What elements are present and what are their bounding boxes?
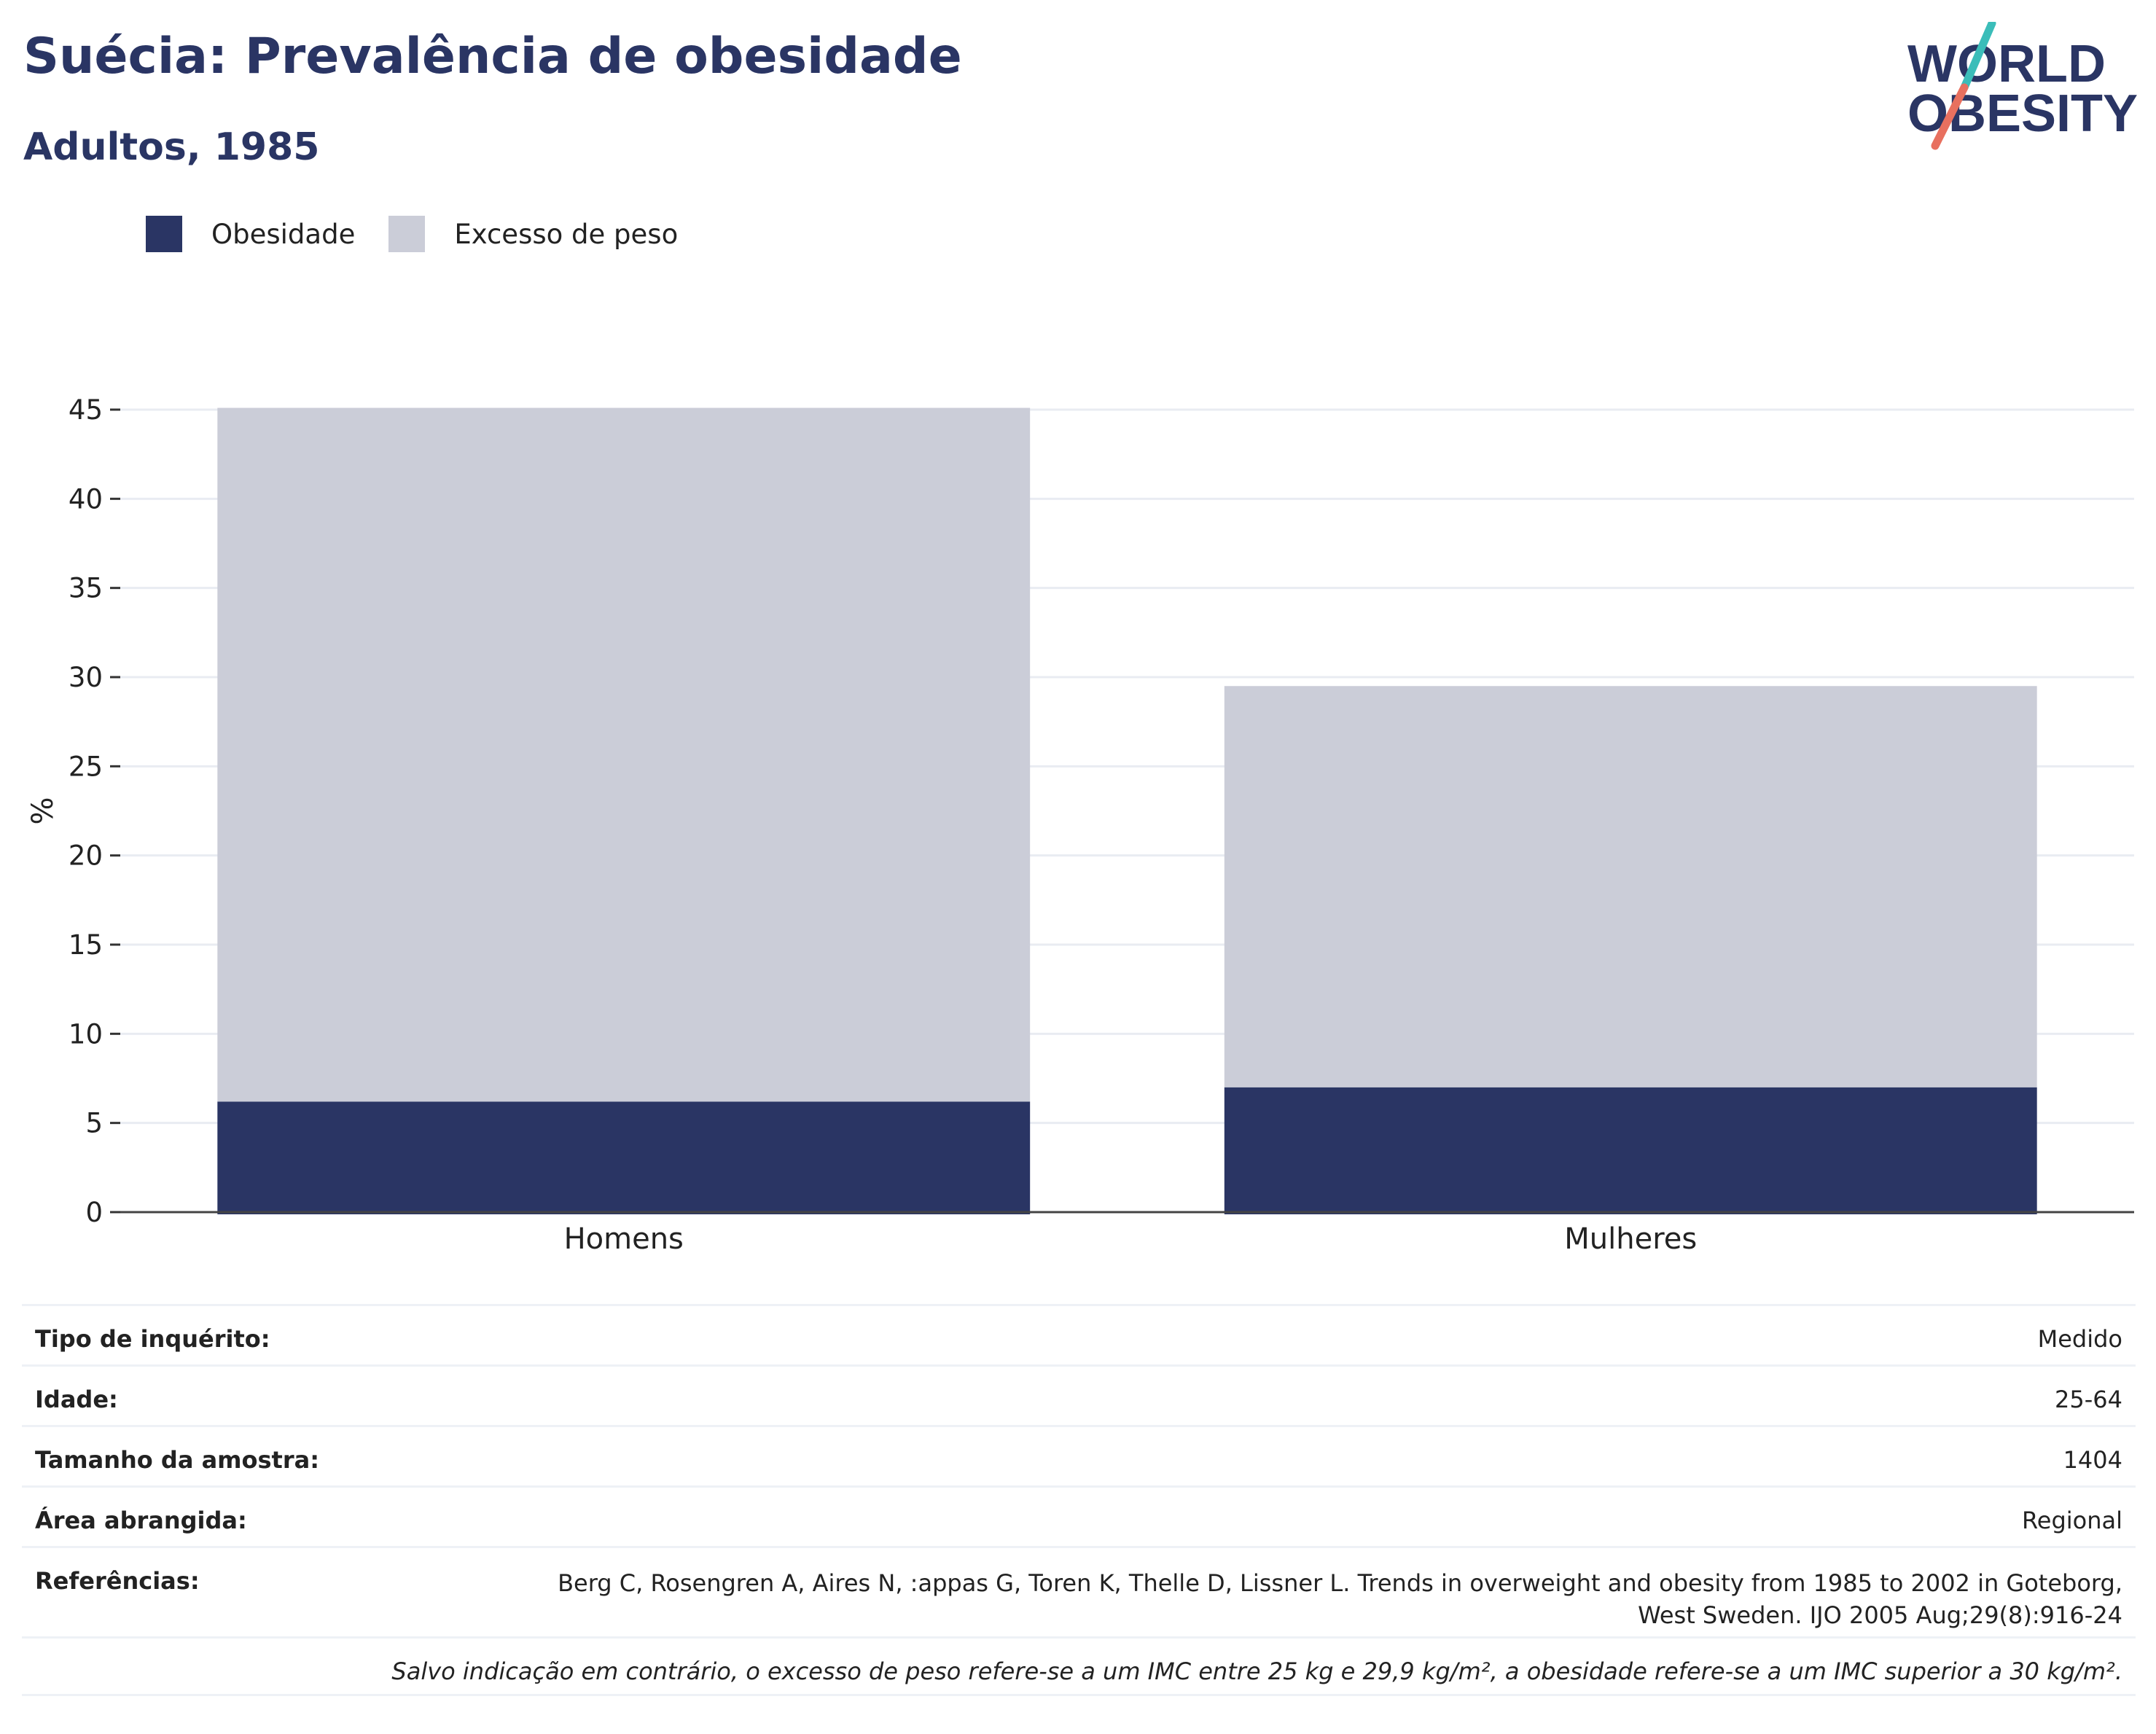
y-tick-label: 30 (69, 662, 103, 693)
info-value: Regional (2021, 1507, 2122, 1534)
stacked-bar-chart: 0 5 10 15 20 25 30 35 40 45 Homens Mulheres% (26, 394, 2134, 1256)
info-value-reference: Berg C, Rosengren A, Aires N, :appas G, … (558, 1569, 2122, 1629)
info-key: Tamanho da amostra: (35, 1446, 319, 1474)
bar-obesidade-mulheres (1224, 1087, 2037, 1214)
y-tick-label: 10 (69, 1018, 103, 1050)
y-tick-label: 40 (69, 483, 103, 515)
info-row-area: Área abrangida: Regional (22, 1485, 2136, 1546)
legend-swatch-obesidade (146, 216, 182, 252)
info-key: Tipo de inquérito: (35, 1325, 270, 1353)
info-row-references: Referências: Berg C, Rosengren A, Aires … (22, 1546, 2136, 1636)
legend-label-obesidade: Obesidade (211, 218, 356, 250)
y-tick-label: 20 (69, 840, 103, 872)
y-tick-label: 35 (69, 573, 103, 604)
info-key: Área abrangida: (35, 1507, 247, 1534)
logo-slash-red (1931, 83, 1969, 150)
logo-line1: WORLD (1907, 35, 2106, 93)
y-tick-label: 45 (69, 394, 103, 426)
bar-obesidade-homens (217, 1101, 1031, 1214)
y-tick-label: 25 (69, 751, 103, 782)
y-tick-label: 0 (85, 1197, 103, 1228)
legend: Obesidade Excesso de peso (146, 216, 711, 252)
bar-excesso-de-peso-homens (217, 407, 1031, 1102)
legend-item-obesidade[interactable]: Obesidade (146, 216, 355, 252)
world-obesity-logo: WORLD OBESITY (1907, 22, 2138, 150)
definition-note: Salvo indicação em contrário, o excesso … (22, 1636, 2136, 1696)
chart-title: Suécia: Prevalência de obesidade (23, 28, 962, 85)
info-row-sample-size: Tamanho da amostra: 1404 (22, 1425, 2136, 1485)
info-key: Idade: (35, 1386, 118, 1413)
legend-swatch-excesso-de-peso (388, 216, 426, 252)
info-row-survey-type: Tipo de inquérito: Medido (22, 1304, 2136, 1364)
survey-info-table: Tipo de inquérito: Medido Idade: 25-64 T… (22, 1304, 2136, 1696)
y-tick-label: 5 (85, 1108, 103, 1139)
logo-slash-teal (1960, 22, 1996, 92)
y-tick-label: 15 (69, 929, 103, 961)
bar-excesso-de-peso-mulheres (1224, 686, 2037, 1087)
info-row-age: Idade: 25-64 (22, 1364, 2136, 1425)
x-tick-label: Mulheres (1564, 1222, 1697, 1256)
info-value: 25-64 (2055, 1386, 2122, 1413)
info-key: Referências: (35, 1567, 200, 1595)
chart-subtitle: Adultos, 1985 (23, 125, 320, 169)
legend-label-excesso-de-peso: Excesso de peso (454, 218, 679, 250)
x-tick-label: Homens (564, 1222, 684, 1256)
info-value: 1404 (2063, 1446, 2122, 1474)
legend-item-excesso-de-peso[interactable]: Excesso de peso (388, 216, 678, 252)
y-axis-label: % (26, 797, 60, 824)
info-value: Medido (2037, 1325, 2122, 1353)
